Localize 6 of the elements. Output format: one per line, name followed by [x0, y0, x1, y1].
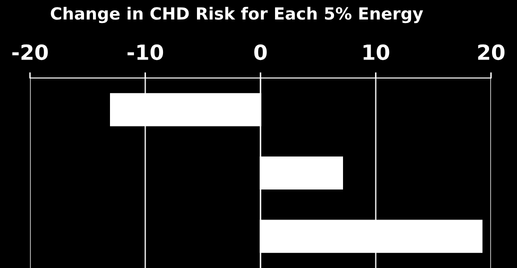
- chart-title: Change in CHD Risk for Each 5% Energy: [50, 6, 424, 24]
- x-tick-label: -20: [12, 44, 48, 60]
- x-tick-label: -10: [128, 44, 164, 60]
- x-tick-label: 10: [364, 44, 390, 60]
- x-tick-label: 20: [478, 44, 504, 60]
- x-tick-label: 0: [254, 44, 267, 60]
